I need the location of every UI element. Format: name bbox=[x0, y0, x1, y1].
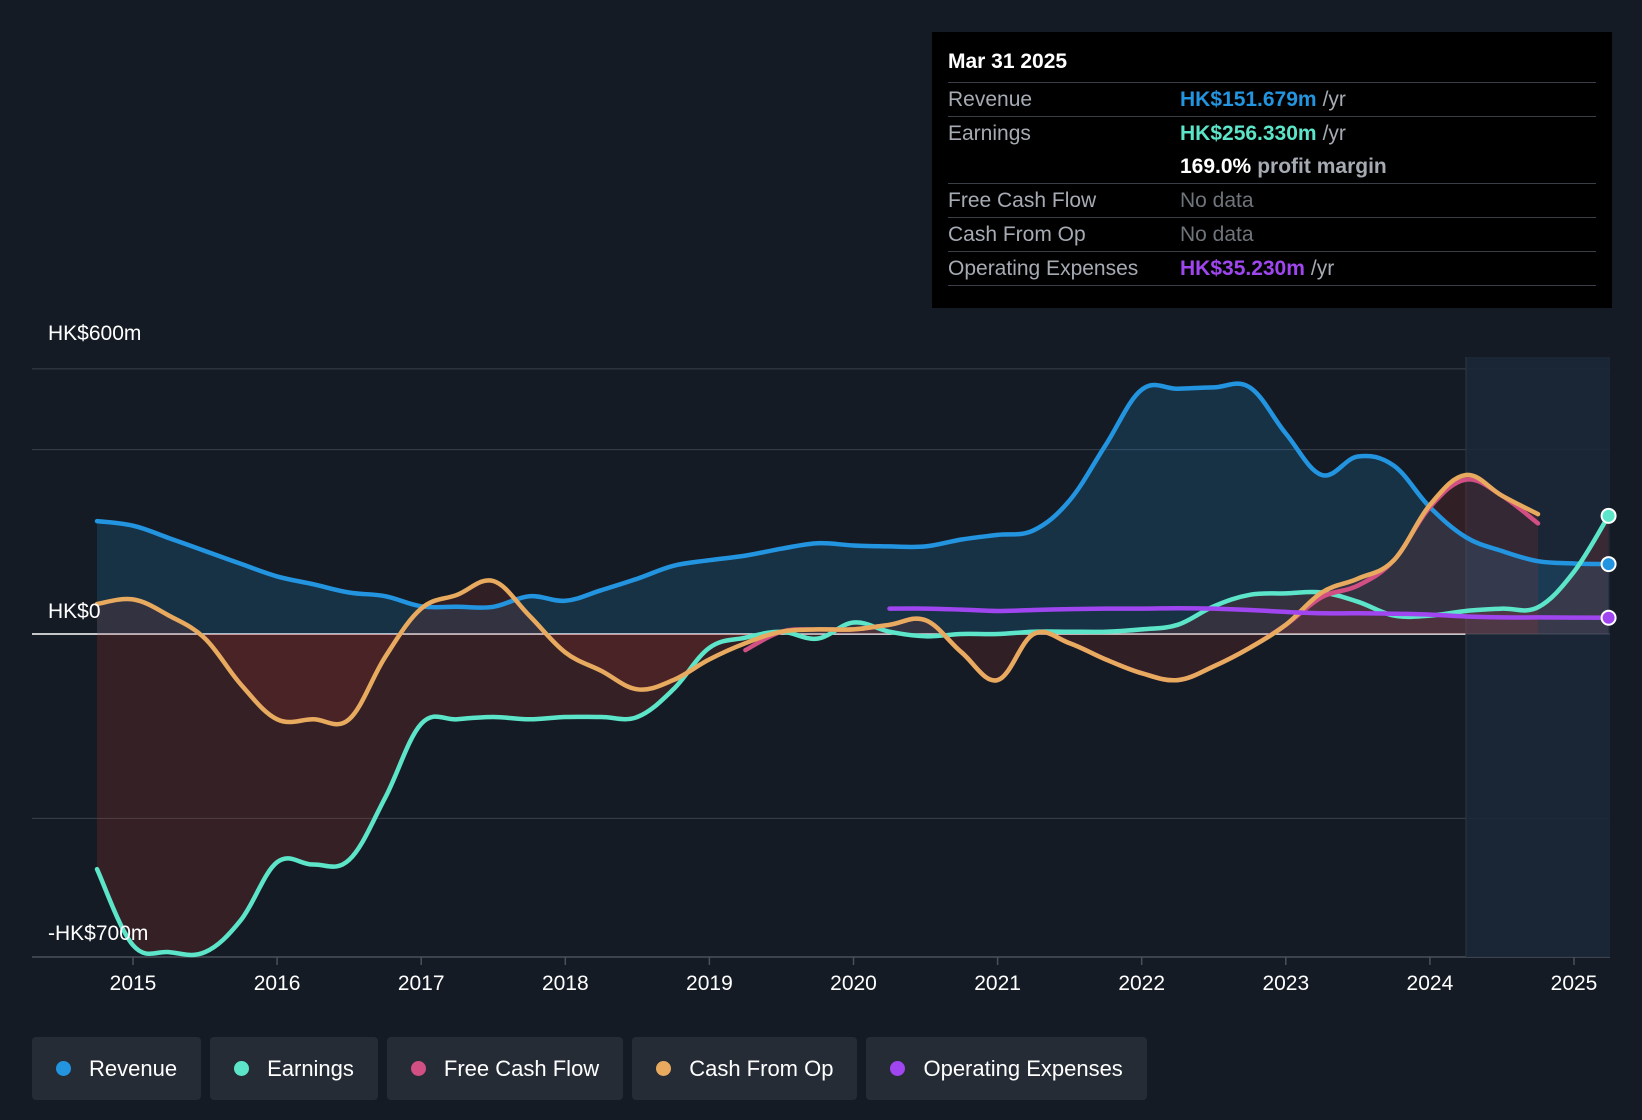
marker-operating-expenses bbox=[1600, 609, 1617, 626]
forecast-band bbox=[1465, 357, 1610, 957]
legend-item-operating-expenses[interactable]: Operating Expenses bbox=[866, 1037, 1147, 1100]
marker-earnings bbox=[1600, 507, 1617, 524]
tooltip-label: Cash From Op bbox=[948, 223, 1086, 246]
tooltip-unit: /yr bbox=[1310, 257, 1335, 280]
marker-revenue bbox=[1600, 556, 1617, 573]
tooltip-row-revenue: Revenue HK$151.679m /yr bbox=[948, 83, 1596, 117]
y-tick-label: HK$0 bbox=[48, 600, 101, 623]
tooltip-unit: /yr bbox=[1322, 88, 1346, 111]
x-tick-label: 2021 bbox=[974, 972, 1021, 995]
y-tick-label: HK$600m bbox=[48, 322, 141, 345]
x-tick-label: 2023 bbox=[1262, 972, 1309, 995]
legend-item-free-cash-flow[interactable]: Free Cash Flow bbox=[386, 1037, 624, 1100]
tooltip-value: HK$35.230m bbox=[1180, 257, 1305, 280]
tooltip-unit: /yr bbox=[1322, 122, 1346, 145]
end-markers bbox=[1600, 507, 1617, 626]
profit-margin-label: profit margin bbox=[1257, 155, 1387, 178]
legend: Revenue Earnings Free Cash Flow Cash Fro… bbox=[32, 1037, 1147, 1100]
grid bbox=[32, 368, 1610, 958]
x-tick-label: 2016 bbox=[254, 972, 301, 995]
forecast-region bbox=[1465, 357, 1610, 957]
legend-label: Earnings bbox=[267, 1055, 354, 1081]
area-cash-from-op bbox=[97, 474, 1538, 725]
legend-item-earnings[interactable]: Earnings bbox=[210, 1037, 378, 1100]
x-tick-label: 2015 bbox=[110, 972, 157, 995]
tooltip-row-free-cash-flow: Free Cash Flow No data bbox=[948, 184, 1596, 218]
tooltip-row-profit-margin: 169.0% profit margin bbox=[948, 150, 1596, 184]
legend-item-revenue[interactable]: Revenue bbox=[32, 1037, 202, 1100]
profit-margin-value: 169.0% bbox=[1180, 155, 1252, 178]
tooltip-label: Operating Expenses bbox=[948, 257, 1139, 280]
tooltip-value: No data bbox=[1180, 189, 1254, 212]
y-tick-label: -HK$700m bbox=[48, 922, 148, 945]
tooltip-panel: Mar 31 2025 Revenue HK$151.679m /yr Earn… bbox=[932, 32, 1612, 308]
tooltip-value: No data bbox=[1180, 223, 1254, 246]
tooltip-row-operating-expenses: Operating Expenses HK$35.230m /yr bbox=[948, 252, 1596, 286]
tooltip-value: HK$151.679m bbox=[1180, 88, 1317, 111]
x-axis-labels: 2015 2016 2017 2018 2019 2020 2021 2022 2023 2024… bbox=[110, 957, 1598, 995]
line-revenue bbox=[94, 381, 1611, 610]
tooltip-value: HK$256.330m bbox=[1180, 122, 1317, 145]
legend-dot-icon bbox=[890, 1061, 906, 1076]
series-lines bbox=[94, 381, 1611, 958]
tooltip-label: Earnings bbox=[948, 122, 1031, 145]
legend-label: Revenue bbox=[89, 1055, 178, 1081]
legend-label: Cash From Op bbox=[689, 1055, 834, 1081]
tooltip-label: Revenue bbox=[948, 88, 1033, 111]
x-tick-label: 2018 bbox=[542, 972, 589, 995]
tooltip-label: Free Cash Flow bbox=[948, 189, 1097, 212]
x-tick-label: 2017 bbox=[398, 972, 445, 995]
x-tick-label: 2022 bbox=[1118, 972, 1165, 995]
legend-label: Free Cash Flow bbox=[443, 1055, 600, 1081]
tooltip-row-earnings: Earnings HK$256.330m /yr bbox=[948, 117, 1596, 150]
series-areas bbox=[97, 383, 1609, 955]
tooltip-row-cash-from-op: Cash From Op No data bbox=[948, 218, 1596, 252]
x-tick-label: 2020 bbox=[830, 972, 877, 995]
legend-dot-icon bbox=[410, 1061, 426, 1076]
tooltip-date: Mar 31 2025 bbox=[948, 46, 1596, 83]
legend-label: Operating Expenses bbox=[923, 1055, 1123, 1081]
area-revenue bbox=[97, 383, 1609, 634]
area-earnings bbox=[97, 515, 1609, 955]
y-axis-labels: HK$600m HK$0 -HK$700m bbox=[48, 322, 148, 945]
line-operating-expenses bbox=[887, 605, 1611, 621]
x-tick-label: 2025 bbox=[1551, 972, 1598, 995]
legend-dot-icon bbox=[656, 1061, 672, 1076]
x-tick-label: 2024 bbox=[1407, 972, 1454, 995]
legend-dot-icon bbox=[56, 1061, 71, 1076]
x-tick-label: 2019 bbox=[686, 972, 733, 995]
tooltip-label bbox=[948, 150, 1180, 183]
line-earnings bbox=[94, 513, 1611, 958]
legend-dot-icon bbox=[234, 1061, 250, 1076]
legend-item-cash-from-op[interactable]: Cash From Op bbox=[632, 1037, 858, 1100]
